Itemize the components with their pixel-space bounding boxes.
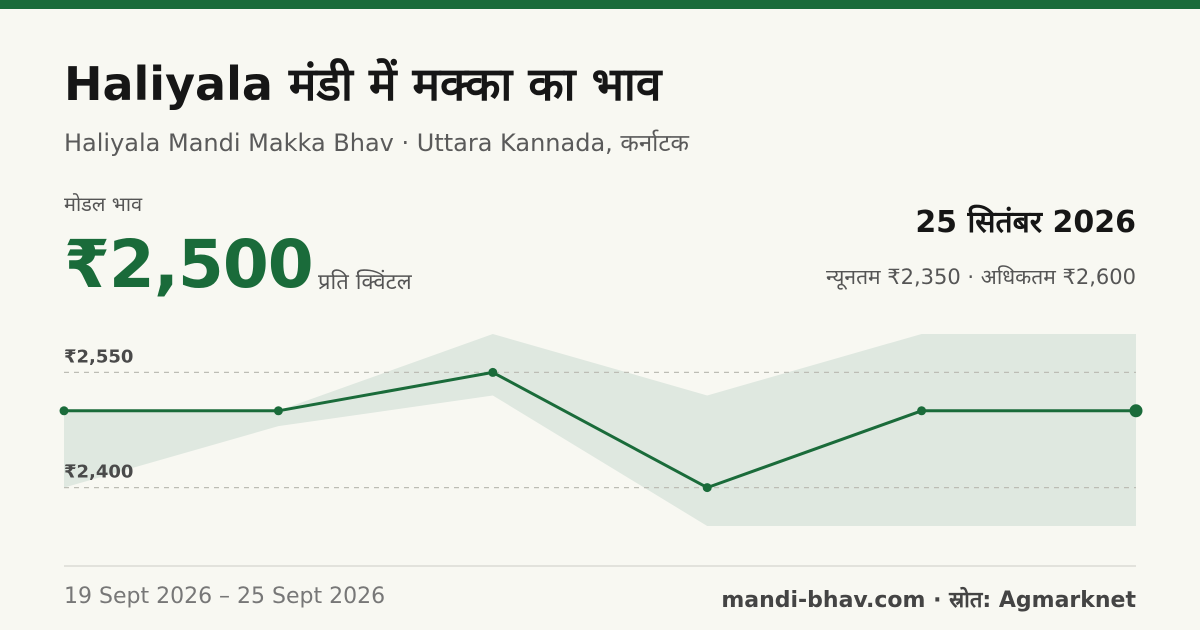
price-trend-chart: ₹2,550 ₹2,400 xyxy=(59,334,1143,526)
page-subtitle: Haliyala Mandi Makka Bhav · Uttara Kanna… xyxy=(64,129,689,157)
data-point xyxy=(1129,404,1143,418)
source-credit: mandi-bhav.com · स्रोत: Agmarknet xyxy=(721,588,1136,613)
min-max-price: न्यूनतम ₹2,350 · अधिकतम ₹2,600 xyxy=(826,265,1136,289)
model-price-label: मोडल भाव xyxy=(64,192,143,216)
y-tick-label: ₹2,400 xyxy=(64,462,133,483)
data-point xyxy=(702,483,712,493)
page-title: Haliyala मंडी में मक्का का भाव xyxy=(64,57,662,111)
footer-divider xyxy=(64,565,1136,567)
data-point xyxy=(917,406,927,416)
y-tick-label: ₹2,550 xyxy=(64,346,133,367)
data-point xyxy=(273,406,283,416)
modal-price-line xyxy=(64,370,1136,490)
top-accent-bar xyxy=(0,0,1200,9)
date-range: 19 Sept 2026 – 25 Sept 2026 xyxy=(64,584,386,609)
data-point xyxy=(488,367,498,377)
model-price-value: ₹2,500 xyxy=(64,226,314,303)
data-point xyxy=(59,406,69,416)
price-date: 25 सितंबर 2026 xyxy=(915,205,1136,240)
price-unit: प्रति क्विंटल xyxy=(318,270,412,295)
